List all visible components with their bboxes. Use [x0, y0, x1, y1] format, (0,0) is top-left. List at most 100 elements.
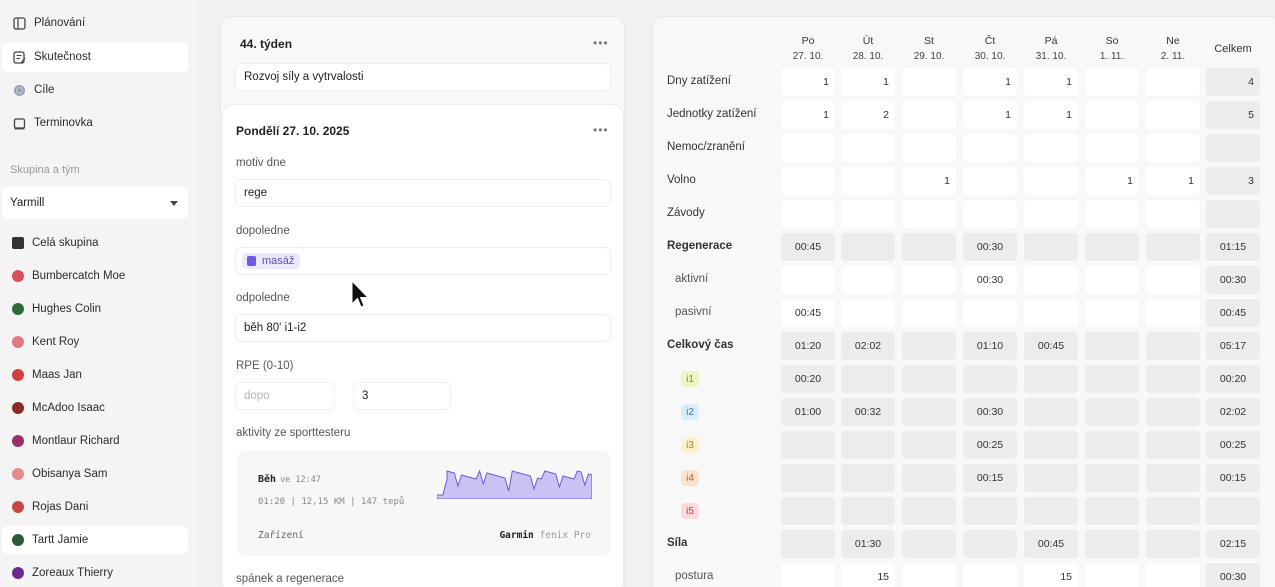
table-cell[interactable] [1146, 101, 1200, 129]
table-cell[interactable] [1146, 464, 1200, 492]
table-cell[interactable]: 00:45 [1024, 332, 1078, 360]
table-cell[interactable] [781, 464, 835, 492]
table-cell[interactable]: 00:30 [963, 398, 1017, 426]
table-cell[interactable] [1146, 431, 1200, 459]
table-cell[interactable]: 00:20 [781, 365, 835, 393]
table-cell[interactable]: 1 [1146, 167, 1200, 195]
table-cell[interactable] [902, 134, 956, 162]
table-cell[interactable] [781, 530, 835, 558]
table-cell[interactable] [1024, 398, 1078, 426]
rpe-am-input[interactable]: dopo [235, 382, 335, 410]
table-cell[interactable]: 00:30 [963, 233, 1017, 261]
table-cell[interactable] [1146, 365, 1200, 393]
sidebar-member[interactable]: Maas Jan [2, 361, 188, 389]
table-cell[interactable] [963, 200, 1017, 228]
table-cell[interactable] [1146, 530, 1200, 558]
table-cell[interactable]: 00:45 [1024, 530, 1078, 558]
table-cell[interactable] [841, 431, 895, 459]
sidebar-member[interactable]: Rojas Dani [2, 493, 188, 521]
table-cell[interactable] [1085, 497, 1139, 525]
table-cell[interactable]: 01:20 [781, 332, 835, 360]
massage-chip[interactable]: masáž [242, 253, 301, 269]
table-cell[interactable]: 1 [963, 68, 1017, 96]
week-focus-field[interactable]: Rozvoj síly a vytrvalosti [235, 63, 611, 91]
table-cell[interactable] [781, 200, 835, 228]
table-cell[interactable] [1024, 299, 1078, 327]
table-cell[interactable] [902, 431, 956, 459]
table-cell[interactable]: 2 [841, 101, 895, 129]
table-cell[interactable] [1024, 134, 1078, 162]
table-cell[interactable] [781, 497, 835, 525]
table-cell[interactable] [1024, 497, 1078, 525]
table-cell[interactable] [841, 233, 895, 261]
more-options-icon[interactable]: ••• [593, 123, 609, 137]
table-cell[interactable] [1085, 398, 1139, 426]
table-cell[interactable] [902, 266, 956, 294]
table-cell[interactable] [781, 266, 835, 294]
table-cell[interactable] [1085, 365, 1139, 393]
table-cell[interactable] [1024, 200, 1078, 228]
table-cell[interactable] [902, 68, 956, 96]
table-cell[interactable] [841, 167, 895, 195]
table-cell[interactable]: 1 [963, 101, 1017, 129]
table-cell[interactable] [841, 299, 895, 327]
table-cell[interactable] [902, 200, 956, 228]
sidebar-member[interactable]: Montlaur Richard [2, 427, 188, 455]
table-cell[interactable] [1085, 200, 1139, 228]
table-cell[interactable] [902, 563, 956, 587]
table-cell[interactable] [1146, 68, 1200, 96]
table-cell[interactable] [1085, 431, 1139, 459]
sidebar-member[interactable]: Celá skupina [2, 229, 188, 257]
table-cell[interactable] [841, 134, 895, 162]
more-options-icon[interactable]: ••• [593, 36, 609, 50]
sidebar-member[interactable]: Hughes Colin [2, 295, 188, 323]
table-cell[interactable] [1146, 233, 1200, 261]
table-cell[interactable] [1146, 134, 1200, 162]
nav-item-planning[interactable]: Plánování [2, 8, 188, 38]
table-cell[interactable]: 00:25 [963, 431, 1017, 459]
table-cell[interactable] [902, 101, 956, 129]
table-cell[interactable]: 1 [902, 167, 956, 195]
table-cell[interactable] [1024, 431, 1078, 459]
nav-item-terminovka[interactable]: Terminovka [2, 108, 188, 138]
motiv-field[interactable]: rege [235, 179, 611, 207]
table-cell[interactable] [1024, 464, 1078, 492]
table-cell[interactable]: 1 [1085, 167, 1139, 195]
table-cell[interactable] [1085, 134, 1139, 162]
am-field[interactable]: masáž [235, 247, 611, 275]
table-cell[interactable] [1146, 563, 1200, 587]
table-cell[interactable]: 15 [841, 563, 895, 587]
table-cell[interactable] [902, 398, 956, 426]
table-cell[interactable] [841, 200, 895, 228]
table-cell[interactable] [1146, 332, 1200, 360]
sidebar-member[interactable]: Zoreaux Thierry [2, 559, 188, 587]
table-cell[interactable] [841, 464, 895, 492]
table-cell[interactable] [1085, 68, 1139, 96]
table-cell[interactable]: 00:45 [781, 233, 835, 261]
table-cell[interactable] [781, 134, 835, 162]
table-cell[interactable] [963, 530, 1017, 558]
sidebar-member[interactable]: McAdoo Isaac [2, 394, 188, 422]
table-cell[interactable] [781, 563, 835, 587]
table-cell[interactable] [963, 563, 1017, 587]
table-cell[interactable]: 02:02 [841, 332, 895, 360]
table-cell[interactable] [1085, 299, 1139, 327]
table-cell[interactable] [902, 332, 956, 360]
table-cell[interactable] [1085, 332, 1139, 360]
rpe-pm-input[interactable]: 3 [353, 382, 451, 410]
table-cell[interactable] [781, 167, 835, 195]
table-cell[interactable] [1085, 464, 1139, 492]
table-cell[interactable]: 00:30 [963, 266, 1017, 294]
table-cell[interactable] [902, 497, 956, 525]
table-cell[interactable] [841, 266, 895, 294]
table-cell[interactable] [963, 299, 1017, 327]
nav-item-actual[interactable]: Skutečnost [2, 42, 188, 72]
table-cell[interactable] [1085, 233, 1139, 261]
table-cell[interactable] [841, 497, 895, 525]
table-cell[interactable] [1085, 101, 1139, 129]
table-cell[interactable] [1146, 200, 1200, 228]
table-cell[interactable] [1024, 266, 1078, 294]
table-cell[interactable] [963, 134, 1017, 162]
table-cell[interactable]: 01:00 [781, 398, 835, 426]
table-cell[interactable]: 01:10 [963, 332, 1017, 360]
